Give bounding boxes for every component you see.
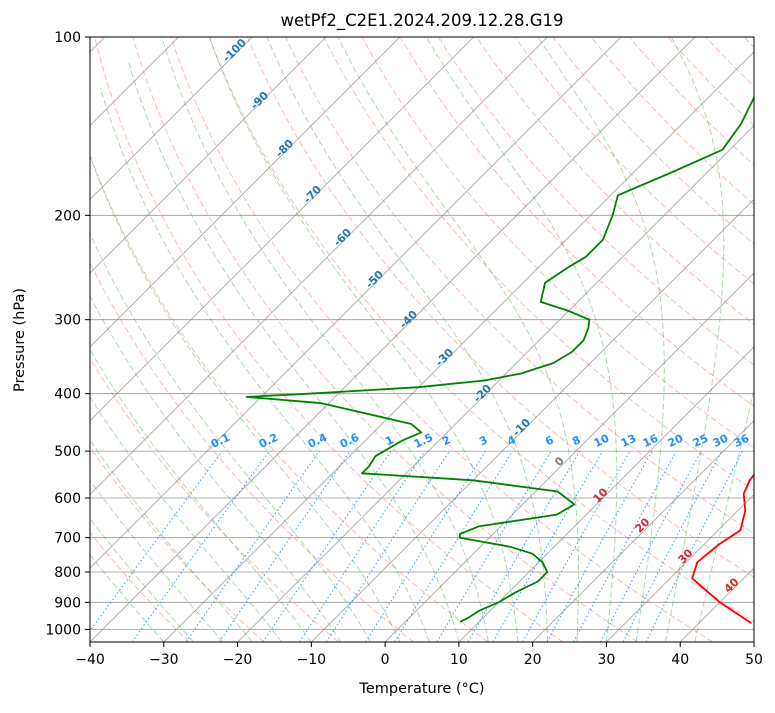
moist-adiabat-line bbox=[90, 295, 342, 642]
y-axis-title: Pressure (hPa) bbox=[12, 288, 28, 392]
moist-adiabat-line bbox=[665, 37, 725, 642]
dry-adiabat-line bbox=[361, 37, 754, 449]
moist-adiabat-line bbox=[90, 396, 283, 642]
dry-adiabat-line bbox=[437, 37, 754, 366]
isotherm-line bbox=[90, 37, 253, 200]
mixing-ratio-line bbox=[325, 450, 450, 642]
y-tick-label: 800 bbox=[54, 565, 81, 581]
mixing-ratio-label: 25 bbox=[691, 432, 710, 450]
dry-adiabat-line bbox=[399, 37, 754, 407]
dry-adiabat-line bbox=[90, 357, 339, 642]
moist-adiabat-line bbox=[90, 348, 312, 642]
x-tick-label: 0 bbox=[381, 652, 390, 668]
sounding-profiles bbox=[245, 95, 754, 624]
y-tick-label: 500 bbox=[54, 444, 81, 460]
dry-adiabat-line bbox=[208, 37, 754, 623]
mixing-ratio-line bbox=[394, 450, 513, 642]
mixing-ratio-label: 16 bbox=[641, 432, 661, 450]
mixing-ratio-label: 20 bbox=[666, 432, 686, 450]
mixing-ratio-line bbox=[365, 450, 487, 642]
dry-adiabat-line bbox=[90, 261, 414, 642]
dry-adiabat-line bbox=[246, 37, 754, 578]
temperature-profile-line bbox=[691, 473, 754, 624]
moist-adiabat-line bbox=[90, 154, 401, 642]
mixing-ratio-line bbox=[573, 450, 677, 642]
dewpoint-profile-line bbox=[245, 95, 754, 623]
dry-adiabat-line bbox=[323, 37, 754, 492]
isotherm-line bbox=[163, 51, 754, 642]
isotherm-line bbox=[532, 420, 754, 642]
mixing-ratio-line bbox=[492, 450, 604, 642]
moist-adiabat-line bbox=[90, 479, 224, 642]
y-tick-label: 300 bbox=[54, 313, 81, 329]
y-tick-label: 100 bbox=[54, 30, 81, 46]
isotherm-line bbox=[90, 37, 401, 348]
x-tick-label: −30 bbox=[149, 652, 179, 668]
isotherm-line bbox=[90, 37, 474, 422]
x-tick-label: 30 bbox=[598, 652, 616, 668]
moist-adiabat-line bbox=[100, 88, 430, 642]
mixing-ratio-label: 13 bbox=[619, 432, 638, 450]
isotherm-line bbox=[90, 37, 696, 642]
y-tick-label: 400 bbox=[54, 387, 81, 403]
axes: −40 −30 −20 −10 0 10 20 30 40 50 100 200 300 400 500 60… bbox=[45, 30, 763, 668]
x-tick-label: 10 bbox=[450, 652, 468, 668]
dry-adiabat-line bbox=[94, 37, 564, 642]
y-tick-label: 1000 bbox=[45, 622, 81, 638]
mixing-ratio-line bbox=[90, 450, 223, 632]
mixing-ratio-line bbox=[185, 450, 320, 642]
isotherm-line bbox=[90, 37, 327, 274]
moist-adiabat-line bbox=[208, 37, 519, 642]
y-tick-label: 600 bbox=[54, 491, 81, 507]
x-tick-label: −10 bbox=[297, 652, 327, 668]
dry-adiabat-line bbox=[90, 531, 190, 642]
background-lines bbox=[90, 37, 754, 642]
dry-adiabat-line bbox=[132, 37, 639, 642]
isotherm-line bbox=[90, 37, 548, 495]
moist-adiabat-line bbox=[90, 554, 165, 642]
plot-frame bbox=[89, 36, 755, 643]
x-tick-label: −40 bbox=[75, 652, 105, 668]
mixing-ratio-label: 36 bbox=[732, 432, 752, 450]
isotherm-line bbox=[90, 37, 622, 569]
x-axis-title: Temperature (°C) bbox=[358, 681, 484, 697]
mixing-ratio-line bbox=[467, 450, 581, 642]
mixing-ratio-label: 30 bbox=[711, 432, 731, 450]
mixing-ratio-line bbox=[522, 450, 631, 642]
mixing-ratio-line bbox=[546, 450, 653, 642]
mixing-ratio-label: 10 bbox=[592, 432, 612, 450]
y-tick-label: 700 bbox=[54, 531, 81, 547]
isotherm-line bbox=[606, 493, 754, 642]
isotherm-line bbox=[237, 125, 754, 642]
y-tick-label: 900 bbox=[54, 595, 81, 611]
moist-adiabat-line bbox=[161, 37, 489, 642]
x-tick-label: 20 bbox=[524, 652, 542, 668]
x-tick-label: 50 bbox=[745, 652, 763, 668]
moist-adiabat-line bbox=[266, 37, 548, 642]
moist-adiabat-line bbox=[337, 37, 580, 642]
y-tick-label: 200 bbox=[54, 208, 81, 224]
dry-adiabat-line bbox=[285, 37, 754, 535]
mixing-ratio-line bbox=[131, 450, 270, 642]
moist-adiabat-line bbox=[90, 517, 194, 642]
chart-title: wetPf2_C2E1.2024.209.12.28.G19 bbox=[280, 11, 563, 31]
mixing-ratio-line bbox=[218, 450, 351, 642]
moist-adiabat-line bbox=[90, 232, 371, 642]
x-tick-label: 40 bbox=[671, 652, 689, 668]
x-tick-label: −20 bbox=[223, 652, 253, 668]
isotherm-line bbox=[458, 346, 754, 642]
moist-adiabat-line bbox=[425, 37, 618, 642]
mixing-ratio-line bbox=[436, 450, 552, 642]
moist-adiabat-line bbox=[90, 439, 253, 642]
isotherm-line bbox=[384, 272, 754, 642]
